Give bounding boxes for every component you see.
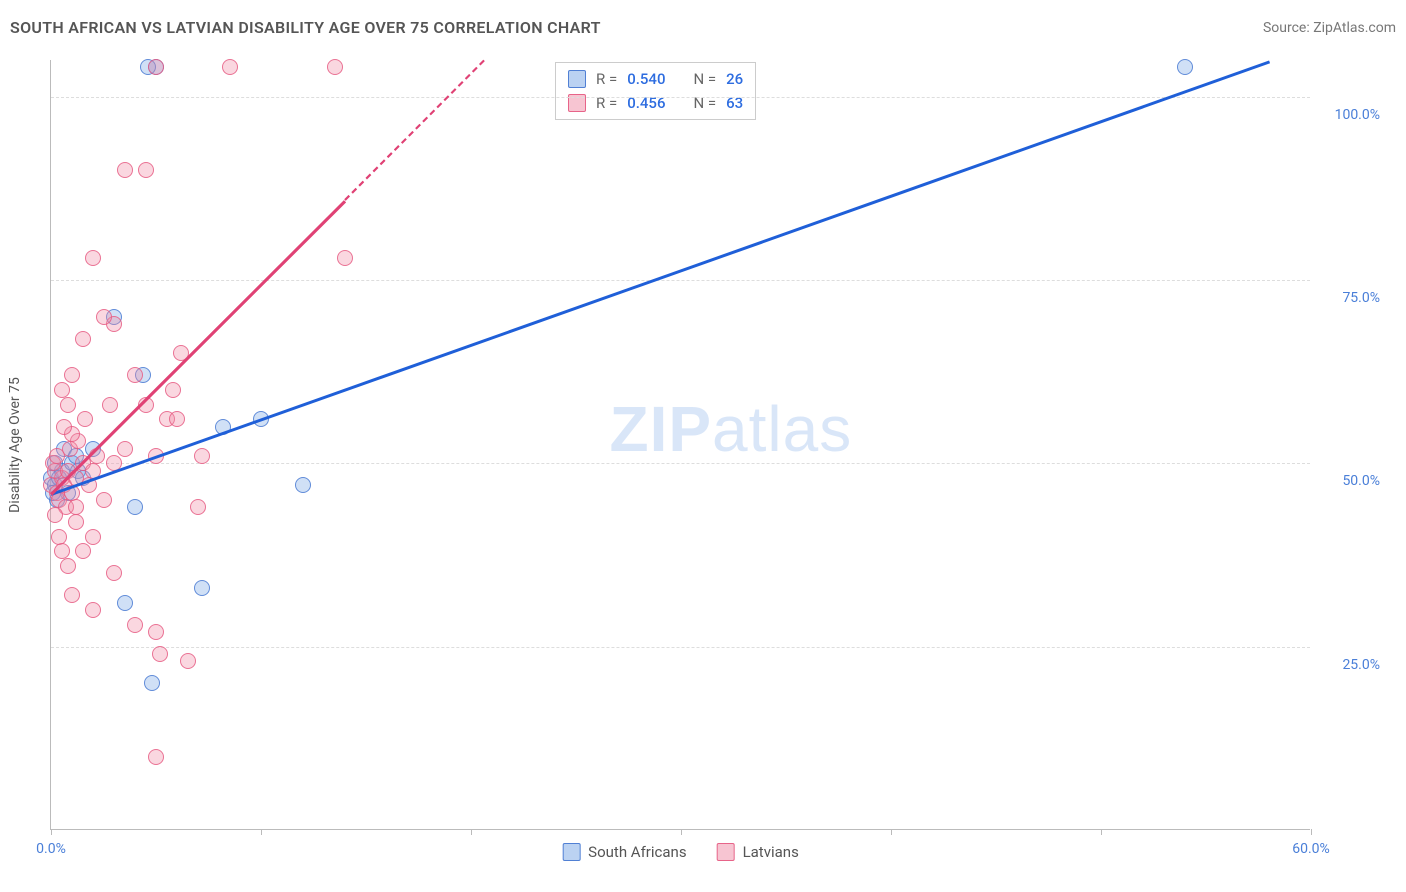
y-tick-label: 25.0% — [1320, 657, 1380, 673]
legend-swatch — [717, 843, 735, 861]
scatter-point — [51, 529, 67, 545]
stat-n-value: 63 — [726, 91, 743, 115]
scatter-point — [222, 59, 238, 75]
scatter-point — [148, 624, 164, 640]
scatter-point — [117, 162, 133, 178]
scatter-point — [169, 411, 185, 427]
scatter-point — [180, 653, 196, 669]
stat-r-value: 0.456 — [627, 91, 665, 115]
scatter-point — [85, 250, 101, 266]
scatter-point — [117, 441, 133, 457]
scatter-point — [152, 646, 168, 662]
scatter-point — [56, 419, 72, 435]
scatter-point — [64, 587, 80, 603]
legend-item: Latvians — [717, 843, 799, 861]
legend-label: South Africans — [588, 843, 686, 861]
gridline — [51, 647, 1310, 648]
scatter-point — [127, 617, 143, 633]
scatter-point — [85, 602, 101, 618]
stat-r-label: R = — [596, 91, 617, 115]
scatter-point — [96, 309, 112, 325]
x-tick — [681, 829, 682, 835]
scatter-point — [127, 499, 143, 515]
legend-item: South Africans — [562, 843, 686, 861]
scatter-point — [106, 565, 122, 581]
scatter-point — [194, 448, 210, 464]
scatter-point — [148, 749, 164, 765]
scatter-point — [194, 580, 210, 596]
x-tick — [1311, 829, 1312, 835]
scatter-point — [75, 331, 91, 347]
plot: Disability Age Over 75 ZIPatlas R =0.540… — [50, 60, 1310, 830]
chart-area: Disability Age Over 75 ZIPatlas R =0.540… — [50, 60, 1390, 830]
chart-title: SOUTH AFRICAN VS LATVIAN DISABILITY AGE … — [10, 18, 601, 37]
bottom-legend: South Africans Latvians — [562, 843, 799, 861]
scatter-point — [64, 367, 80, 383]
stat-r-value: 0.540 — [627, 67, 665, 91]
regression-line — [344, 60, 484, 201]
scatter-point — [138, 162, 154, 178]
legend-label: Latvians — [743, 843, 799, 861]
stat-n-value: 26 — [726, 67, 743, 91]
scatter-point — [54, 382, 70, 398]
x-tick — [261, 829, 262, 835]
stat-r-label: R = — [596, 67, 617, 91]
stats-row: R = 0.540 N = 26 — [568, 67, 743, 91]
scatter-point — [327, 59, 343, 75]
y-axis-label: Disability Age Over 75 — [7, 377, 23, 513]
scatter-point — [117, 595, 133, 611]
scatter-point — [337, 250, 353, 266]
x-tick — [471, 829, 472, 835]
scatter-point — [295, 477, 311, 493]
scatter-point — [102, 397, 118, 413]
legend-swatch — [568, 70, 586, 88]
stat-n-label: N = — [693, 67, 716, 91]
scatter-point — [96, 492, 112, 508]
y-tick-label: 100.0% — [1320, 107, 1380, 123]
x-tick — [51, 829, 52, 835]
scatter-point — [60, 397, 76, 413]
x-tick-label: 0.0% — [36, 841, 66, 857]
scatter-point — [127, 367, 143, 383]
scatter-point — [75, 543, 91, 559]
watermark: ZIPatlas — [609, 392, 852, 466]
gridline — [51, 280, 1310, 281]
source-label: Source: ZipAtlas.com — [1263, 20, 1396, 36]
gridline — [51, 97, 1310, 98]
scatter-point — [1177, 59, 1193, 75]
scatter-point — [148, 59, 164, 75]
scatter-point — [54, 543, 70, 559]
scatter-point — [68, 514, 84, 530]
scatter-point — [85, 529, 101, 545]
scatter-point — [47, 507, 63, 523]
regression-line — [51, 60, 1271, 495]
x-tick-label: 60.0% — [1292, 841, 1330, 857]
stats-box: R = 0.540 N = 26 R = 0.456 N = 63 — [555, 62, 756, 120]
scatter-point — [68, 499, 84, 515]
gridline — [51, 463, 1310, 464]
y-tick-label: 75.0% — [1320, 290, 1380, 306]
scatter-point — [165, 382, 181, 398]
stat-n-label: N = — [693, 91, 716, 115]
scatter-point — [77, 411, 93, 427]
scatter-point — [144, 675, 160, 691]
header: SOUTH AFRICAN VS LATVIAN DISABILITY AGE … — [10, 18, 1396, 37]
legend-swatch — [562, 843, 580, 861]
x-tick — [1101, 829, 1102, 835]
x-tick — [891, 829, 892, 835]
scatter-point — [190, 499, 206, 515]
y-tick-label: 50.0% — [1320, 473, 1380, 489]
stats-row: R = 0.456 N = 63 — [568, 91, 743, 115]
scatter-point — [60, 558, 76, 574]
